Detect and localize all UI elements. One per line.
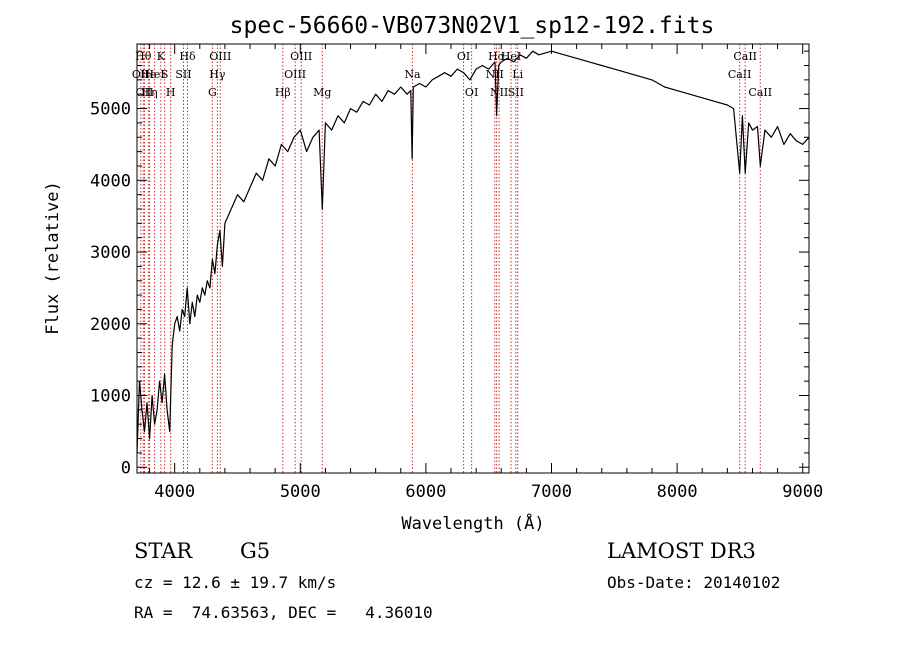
- line-marker-label-12: Hγ: [209, 68, 226, 81]
- line-marker-label-10: Hδ: [179, 50, 196, 63]
- line-marker-label-22: Hα: [488, 50, 506, 63]
- obs-date: Obs-Date: 20140102: [607, 573, 781, 592]
- line-markers: HθOIIOIIHeHηHeIKSHSIIHδGHγOIIIHβOIIIOIII…: [132, 44, 772, 473]
- y-tick-label: 2000: [90, 315, 131, 335]
- line-marker-label-21: NII: [486, 68, 504, 81]
- y-tick-label: 4000: [90, 171, 131, 191]
- coordinates: RA = 74.63563, DEC = 4.36010: [134, 603, 433, 622]
- y-tick-label: 5000: [90, 100, 131, 120]
- x-axis-label: Wavelength (Å): [401, 512, 544, 534]
- line-marker-label-4: Hη: [141, 86, 157, 99]
- y-axis-label: Flux (relative): [43, 181, 63, 335]
- line-marker-label-14: Hβ: [275, 86, 291, 99]
- line-marker-label-3: He: [140, 68, 156, 81]
- line-marker-label-27: CaII: [728, 68, 752, 81]
- chart-title: spec-56660-VB073N02V1_sp12-192.fits: [230, 13, 715, 39]
- line-marker-label-16: OIII: [290, 50, 312, 63]
- line-marker-label-2: OII: [136, 86, 154, 99]
- x-tick-label: 9000: [782, 482, 823, 502]
- x-tick-label: 5000: [280, 482, 321, 502]
- line-marker-label-5: HeI: [144, 68, 164, 81]
- line-marker-label-0: Hθ: [135, 50, 152, 63]
- y-tick-label: 3000: [90, 243, 131, 263]
- x-tick-label: 6000: [405, 482, 446, 502]
- line-marker-label-13: OIII: [209, 50, 231, 63]
- y-axis: 0 1000 2000 3000 4000 5000: [90, 50, 809, 478]
- line-marker-label-9: SII: [175, 68, 191, 81]
- spectrum-series: [136, 50, 810, 453]
- x-tick-label: 8000: [657, 482, 698, 502]
- line-marker-label-15: OIII: [284, 68, 306, 81]
- line-marker-label-26: Li: [512, 68, 523, 81]
- object-class: STAR: [134, 539, 193, 563]
- line-marker-label-25: SII: [508, 86, 524, 99]
- survey-label: LAMOST DR3: [607, 539, 756, 563]
- line-marker-label-19: OI: [457, 50, 470, 63]
- y-tick-label: 0: [121, 458, 131, 478]
- y-tick-label: 1000: [90, 387, 131, 407]
- line-marker-label-8: H: [166, 86, 176, 99]
- line-marker-label-23: NII: [490, 86, 508, 99]
- plot-frame: [136, 43, 810, 474]
- line-marker-label-20: OI: [465, 86, 478, 99]
- line-marker-label-18: Na: [404, 68, 421, 81]
- line-marker-label-11: G: [208, 86, 217, 99]
- line-marker-label-6: K: [157, 50, 166, 63]
- line-marker-label-1: OII: [132, 68, 150, 81]
- line-marker-label-28: CaII: [733, 50, 757, 63]
- x-tick-label: 4000: [154, 482, 195, 502]
- object-subclass: G5: [240, 539, 271, 563]
- x-tick-label: 7000: [531, 482, 572, 502]
- line-marker-label-17: Mg: [313, 86, 331, 99]
- redshift-text: cz = 12.6 ± 19.7 km/s: [134, 573, 337, 592]
- spectrum-line: [136, 50, 810, 453]
- line-marker-label-7: S: [161, 68, 169, 81]
- x-axis: 4000 5000 6000 7000 8000 9000: [149, 44, 823, 502]
- line-marker-label-29: CaII: [748, 86, 772, 99]
